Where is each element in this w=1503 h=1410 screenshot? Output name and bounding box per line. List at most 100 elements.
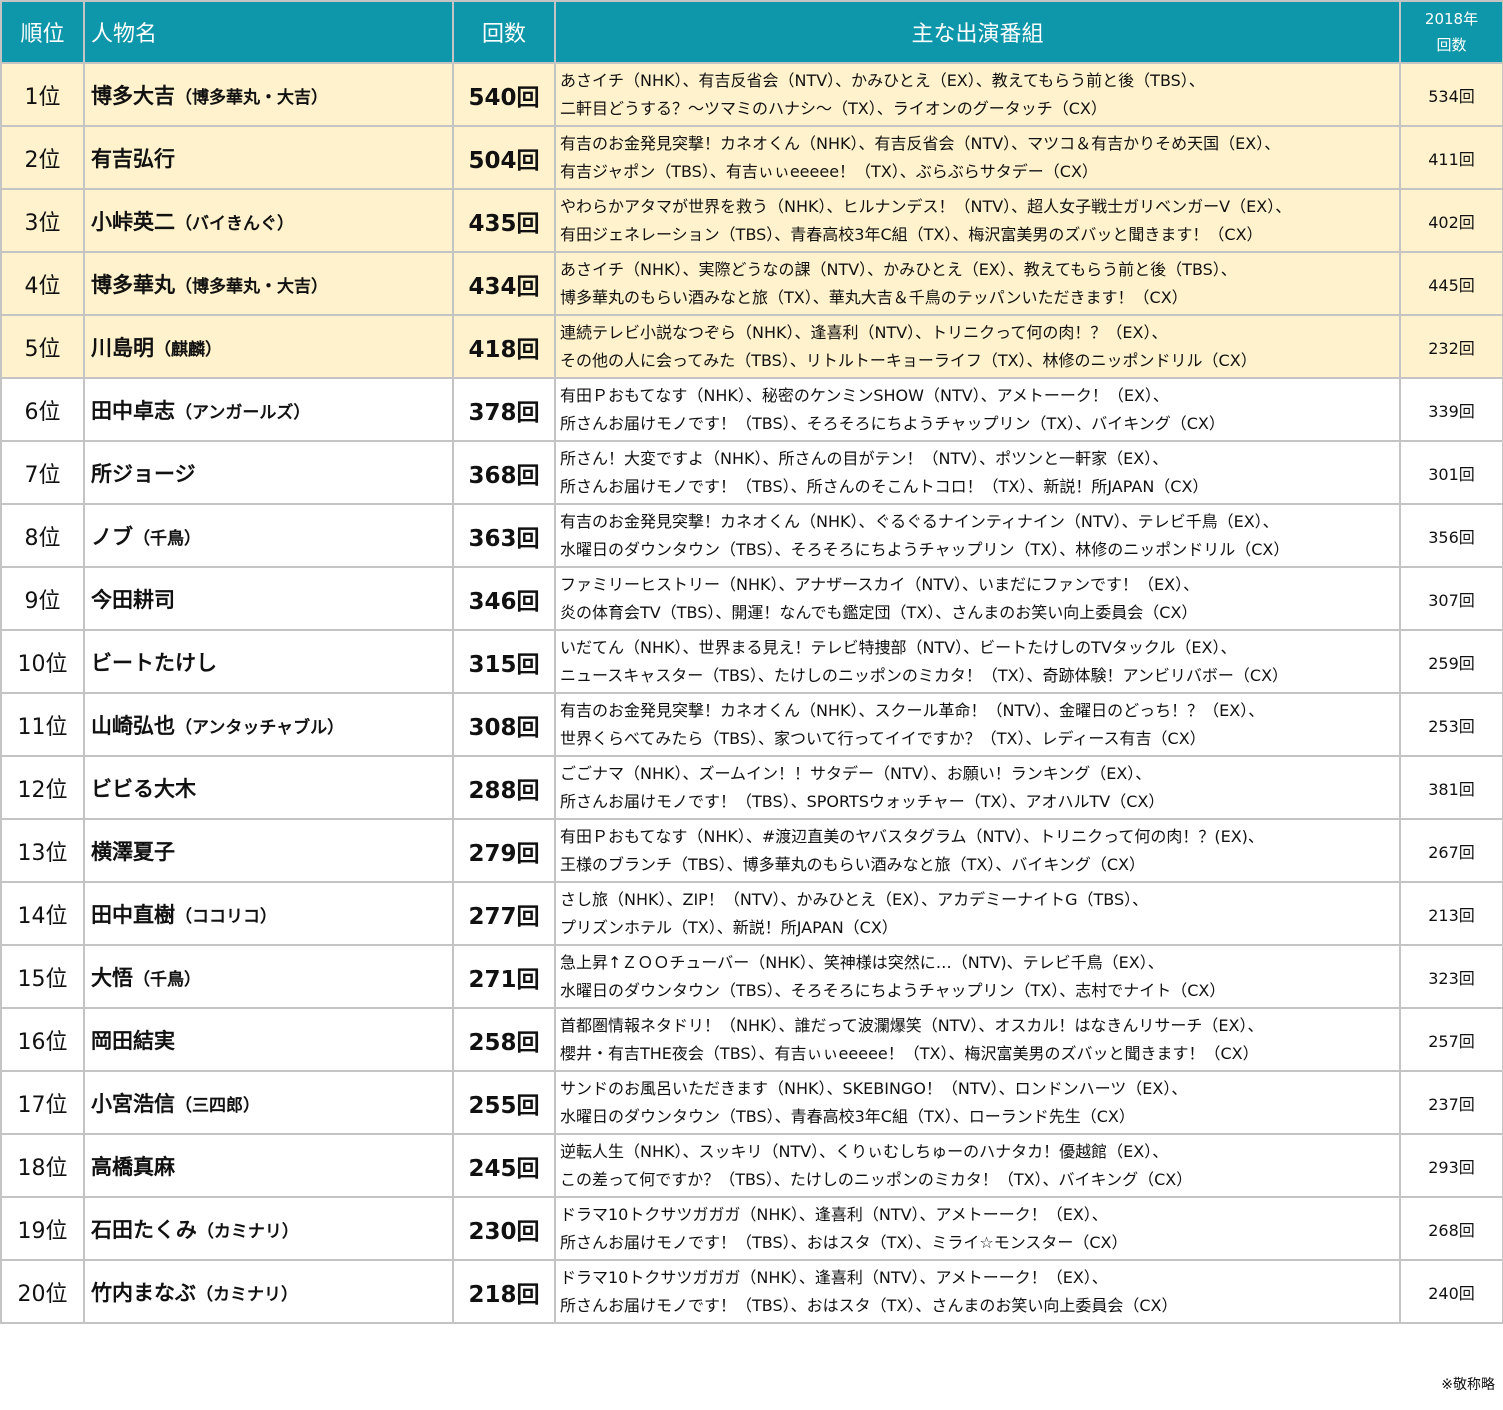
table-row: 4位 博多華丸（博多華丸・大吉） 434回 あさイチ（NHK）、実際どうなの課（…: [0, 251, 1503, 316]
programs-line-2: プリズンホテル（TX）、新説！所JAPAN（CX）: [560, 917, 898, 937]
count-cell: 288回: [452, 755, 556, 820]
person-group: （三四郎）: [175, 1095, 260, 1116]
name-cell: 川島明（麒麟）: [83, 314, 454, 379]
prev-count-cell: 356回: [1399, 503, 1503, 568]
header-prev-year: 2018年: [1424, 10, 1479, 28]
programs-cell: サンドのお風呂いただきます（NHK）、SKEBINGO！（NTV）、ロンドンハー…: [554, 1070, 1401, 1135]
rank-cell: 3位: [0, 188, 85, 253]
programs-line-2: 所さんお届けモノです！（TBS）、所さんのそこんトコロ！（TX）、新説！所JAP…: [560, 476, 1209, 496]
header-rank: 順位: [0, 0, 85, 64]
table-row: 3位 小峠英二（バイきんぐ） 435回 やわらかアタマが世界を救う（NHK）、ヒ…: [0, 188, 1503, 253]
programs-line-1: ごごナマ（NHK）、ズームイン！！サタデー（NTV）、お願い！ランキング（EX）…: [560, 763, 1152, 783]
prev-count-cell: 257回: [1399, 1007, 1503, 1072]
prev-count-cell: 534回: [1399, 62, 1503, 127]
prev-count-cell: 237回: [1399, 1070, 1503, 1135]
person-name: ビビる大木: [91, 776, 196, 801]
count-cell: 540回: [452, 62, 556, 127]
person-group: （ココリコ）: [175, 906, 277, 927]
person-group: （バイきんぐ）: [175, 213, 294, 234]
programs-line-1: サンドのお風呂いただきます（NHK）、SKEBINGO！（NTV）、ロンドンハー…: [560, 1078, 1188, 1098]
header-prev-label: 回数: [1436, 36, 1467, 54]
table-row: 11位 山崎弘也（アンタッチャブル） 308回 有吉のお金発見突撃！カネオくん（…: [0, 692, 1503, 757]
programs-line-1: 所さん！大変ですよ（NHK）、所さんの目がテン！（NTV）、ポツンと一軒家（EX…: [560, 448, 1169, 468]
rank-cell: 11位: [0, 692, 85, 757]
name-cell: ビートたけし: [83, 629, 454, 694]
rank-cell: 1位: [0, 62, 85, 127]
programs-line-2: 水曜日のダウンタウン（TBS）、そろそろにちようチャップリン（TX）、志村でナイ…: [560, 980, 1226, 1000]
programs-line-1: あさイチ（NHK）、実際どうなの課（NTV）、かみひとえ（EX）、教えてもらう前…: [560, 259, 1237, 279]
prev-count-cell: 240回: [1399, 1259, 1503, 1324]
count-cell: 218回: [452, 1259, 556, 1324]
programs-line-1: ファミリーヒストリー（NHK）、アナザースカイ（NTV）、いまだにファンです！（…: [560, 574, 1200, 594]
prev-count-cell: 381回: [1399, 755, 1503, 820]
rank-cell: 16位: [0, 1007, 85, 1072]
person-name: 博多大吉: [91, 83, 175, 108]
programs-line-1: 有吉のお金発見突撃！カネオくん（NHK）、スクール革命！（NTV）、金曜日のどっ…: [560, 700, 1265, 720]
person-name: 竹内まなぶ: [91, 1280, 196, 1305]
programs-line-1: 首都圏情報ネタドリ！（NHK）、誰だって波瀾爆笑（NTV）、オスカル！はなきんリ…: [560, 1015, 1264, 1035]
person-name: 山崎弘也: [91, 713, 175, 738]
programs-line-2: 水曜日のダウンタウン（TBS）、そろそろにちようチャップリン（TX）、林修のニッ…: [560, 539, 1290, 559]
programs-cell: 逆転人生（NHK）、スッキリ（NTV）、くりぃむしちゅーのハナタカ！優越館（EX…: [554, 1133, 1401, 1198]
table-row: 19位 石田たくみ（カミナリ） 230回 ドラマ10トクサツガガガ（NHK）、逢…: [0, 1196, 1503, 1261]
prev-count-cell: 253回: [1399, 692, 1503, 757]
person-name: ノブ: [91, 524, 133, 549]
count-cell: 378回: [452, 377, 556, 442]
person-group: （麒麟）: [154, 339, 222, 360]
footnote: ※敬称略: [1441, 1377, 1495, 1393]
programs-line-2: 有田ジェネレーション（TBS）、青春高校3年C組（TX）、梅沢富美男のズバッと聞…: [560, 224, 1263, 244]
prev-count-cell: 293回: [1399, 1133, 1503, 1198]
count-cell: 258回: [452, 1007, 556, 1072]
name-cell: 山崎弘也（アンタッチャブル）: [83, 692, 454, 757]
count-cell: 315回: [452, 629, 556, 694]
rank-cell: 17位: [0, 1070, 85, 1135]
programs-cell: ファミリーヒストリー（NHK）、アナザースカイ（NTV）、いまだにファンです！（…: [554, 566, 1401, 631]
table-row: 9位 今田耕司 346回 ファミリーヒストリー（NHK）、アナザースカイ（NTV…: [0, 566, 1503, 631]
prev-count-cell: 213回: [1399, 881, 1503, 946]
prev-count-cell: 402回: [1399, 188, 1503, 253]
name-cell: ノブ（千鳥）: [83, 503, 454, 568]
programs-line-2: この差って何ですか？（TBS）、たけしのニッポンのミカタ！（TX）、バイキング（…: [560, 1169, 1193, 1189]
count-cell: 245回: [452, 1133, 556, 1198]
header-name: 人物名: [83, 0, 454, 64]
count-cell: 279回: [452, 818, 556, 883]
count-cell: 434回: [452, 251, 556, 316]
programs-line-1: いだてん（NHK）、世界まる見え！テレビ特捜部（NTV）、ビートたけしのTVタッ…: [560, 637, 1237, 657]
name-cell: 大悟（千鳥）: [83, 944, 454, 1009]
person-name: 田中卓志: [91, 398, 175, 423]
programs-line-2: 所さんお届けモノです！（TBS）、そろそろにちようチャップリン（TX）、バイキン…: [560, 413, 1225, 433]
programs-cell: いだてん（NHK）、世界まる見え！テレビ特捜部（NTV）、ビートたけしのTVタッ…: [554, 629, 1401, 694]
name-cell: 今田耕司: [83, 566, 454, 631]
table-row: 2位 有吉弘行 504回 有吉のお金発見突撃！カネオくん（NHK）、有吉反省会（…: [0, 125, 1503, 190]
prev-count-cell: 268回: [1399, 1196, 1503, 1261]
programs-line-1: 急上昇↑ＺＯＯチューバー（NHK）、笑神様は突然に…（NTV)、テレビ千鳥（EX…: [560, 952, 1164, 972]
person-name: 横澤夏子: [91, 839, 175, 864]
programs-cell: 有吉のお金発見突撃！カネオくん（NHK）、有吉反省会（NTV）、マツコ＆有吉かり…: [554, 125, 1401, 190]
programs-cell: さし旅（NHK）、ZIP！（NTV）、かみひとえ（EX）、アカデミーナイトG（T…: [554, 881, 1401, 946]
person-group: （博多華丸・大吉）: [175, 87, 328, 108]
person-name: 田中直樹: [91, 902, 175, 927]
programs-line-1: さし旅（NHK）、ZIP！（NTV）、かみひとえ（EX）、アカデミーナイトG（T…: [560, 889, 1149, 909]
name-cell: ビビる大木: [83, 755, 454, 820]
rank-cell: 13位: [0, 818, 85, 883]
programs-line-1: 有吉のお金発見突撃！カネオくん（NHK）、有吉反省会（NTV）、マツコ＆有吉かり…: [560, 133, 1281, 153]
programs-cell: 所さん！大変ですよ（NHK）、所さんの目がテン！（NTV）、ポツンと一軒家（EX…: [554, 440, 1401, 505]
programs-line-1: 有吉のお金発見突撃！カネオくん（NHK）、ぐるぐるナインティナイン（NTV）、テ…: [560, 511, 1279, 531]
programs-cell: 首都圏情報ネタドリ！（NHK）、誰だって波瀾爆笑（NTV）、オスカル！はなきんリ…: [554, 1007, 1401, 1072]
rank-cell: 19位: [0, 1196, 85, 1261]
rank-cell: 20位: [0, 1259, 85, 1324]
name-cell: 竹内まなぶ（カミナリ）: [83, 1259, 454, 1324]
programs-line-1: 有田Ｐおもてなす（NHK）、#渡辺直美のヤバスタグラム（NTV）、トリニクって何…: [560, 826, 1264, 846]
programs-cell: あさイチ（NHK）、実際どうなの課（NTV）、かみひとえ（EX）、教えてもらう前…: [554, 251, 1401, 316]
person-group: （千鳥）: [133, 969, 201, 990]
programs-line-2: 有吉ジャポン（TBS）、有吉ぃぃeeeee！（TX）、ぶらぶらサタデー（CX）: [560, 161, 1098, 181]
name-cell: 石田たくみ（カミナリ）: [83, 1196, 454, 1261]
rank-cell: 2位: [0, 125, 85, 190]
programs-cell: ドラマ10トクサツガガガ（NHK）、逢喜利（NTV）、アメトーーク！（EX）、所…: [554, 1196, 1401, 1261]
rank-cell: 15位: [0, 944, 85, 1009]
name-cell: 田中直樹（ココリコ）: [83, 881, 454, 946]
table-row: 10位 ビートたけし 315回 いだてん（NHK）、世界まる見え！テレビ特捜部（…: [0, 629, 1503, 694]
count-cell: 230回: [452, 1196, 556, 1261]
person-group: （アンガールズ）: [175, 402, 311, 423]
person-group: （博多華丸・大吉）: [175, 276, 328, 297]
